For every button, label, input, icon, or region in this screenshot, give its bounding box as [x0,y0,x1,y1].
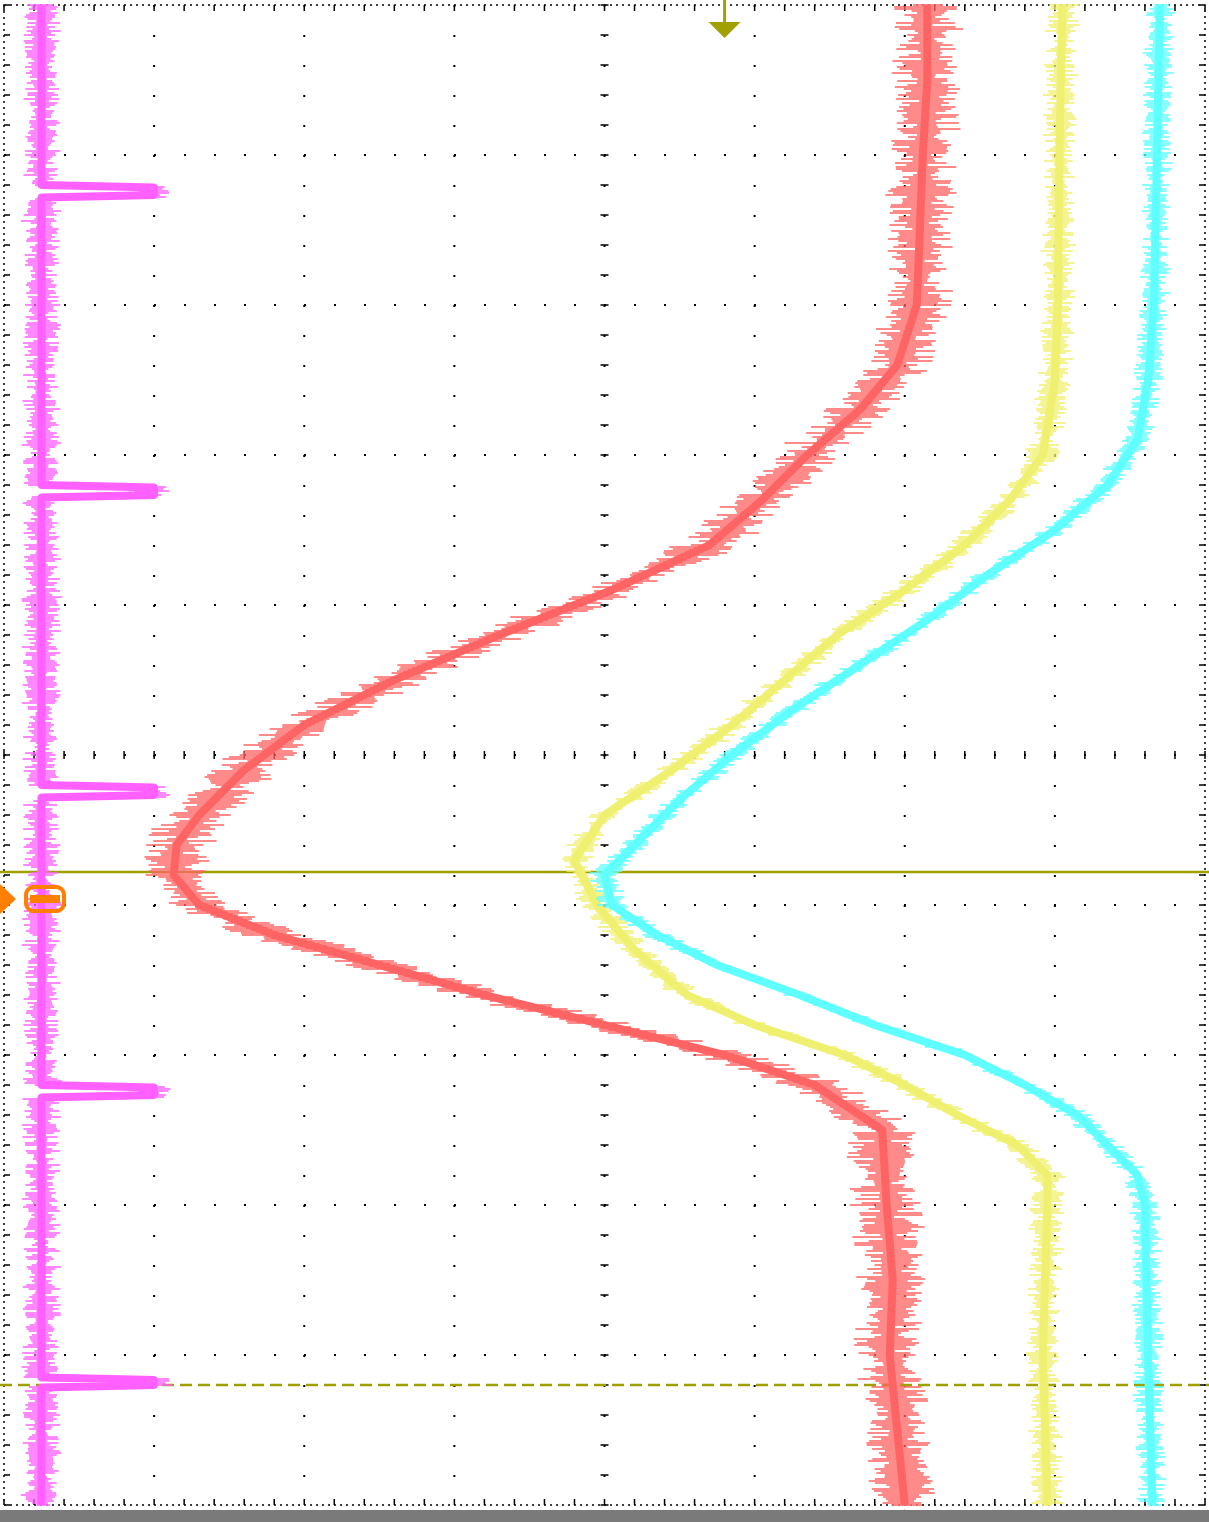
trigger-arrow-down-icon [708,22,741,38]
trace-noise-channel-4 [590,4,1175,1506]
trace-noise-channel-1 [20,4,173,1506]
trigger-arrow-right-icon [0,884,16,914]
trace-channel-3 [562,3,1080,1507]
waveform-traces [20,3,1175,1507]
trace-channel-1 [20,3,173,1507]
trace-noise-channel-2 [144,4,964,1506]
trace-channel-2 [144,3,964,1507]
trace-noise-channel-3 [562,4,1080,1506]
bottom-bezel [0,1510,1209,1522]
trigger-level-bar [30,895,60,903]
trace-channel-4 [590,3,1175,1507]
trigger-level-badge-icon [24,885,66,913]
